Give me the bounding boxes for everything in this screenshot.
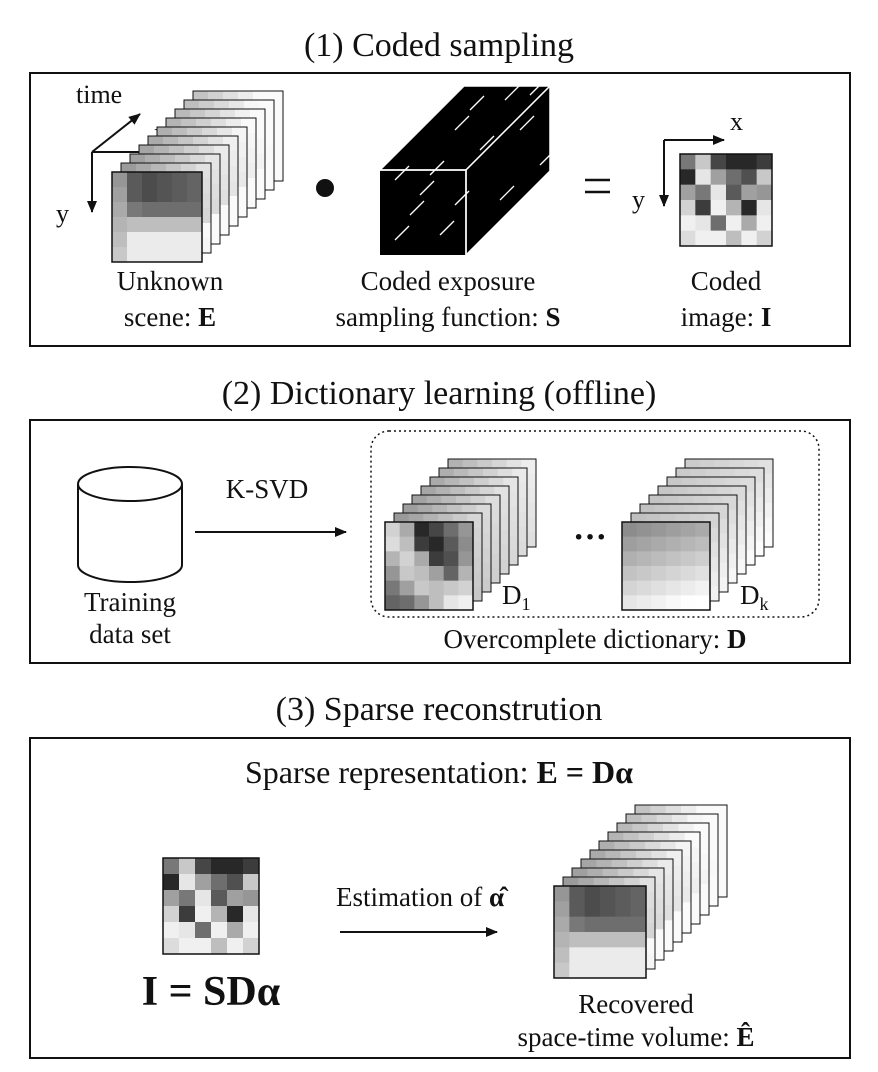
training-label-line1: Training xyxy=(84,587,176,617)
ksvd-label: K-SVD xyxy=(226,474,309,504)
dictionary-ellipsis: ··· xyxy=(573,519,607,556)
exposure-streak xyxy=(454,190,470,206)
section1-frame xyxy=(29,72,851,347)
atom-last-label: Dk xyxy=(740,580,769,614)
recovered-label-line2: space-time volume: Ê xyxy=(518,1022,755,1052)
image-label-line1: Coded xyxy=(691,266,762,296)
exposure-streak xyxy=(454,115,470,131)
coded-image-grid xyxy=(679,153,773,247)
measured-image-grid xyxy=(162,857,260,955)
exposure-streak xyxy=(479,135,495,151)
sparse-representation-label: Sparse representation: E = Dα xyxy=(245,754,633,790)
sampling-label-line1: Coded exposure xyxy=(361,266,536,296)
sampling-function-box xyxy=(378,80,555,257)
dictionary-atom-first xyxy=(384,458,537,611)
database-icon xyxy=(77,466,183,583)
unknown-scene-volume xyxy=(111,90,284,263)
measured-image-patch xyxy=(162,857,260,955)
recovered-front-frame xyxy=(553,885,647,979)
exposure-streak xyxy=(409,200,425,216)
exposure-streak xyxy=(429,160,445,176)
y-axis-label: y xyxy=(56,199,69,228)
exposure-streak xyxy=(499,185,515,201)
image-y-axis-label: y xyxy=(632,185,645,214)
exposure-streak xyxy=(419,180,435,196)
scene-label-line2: scene: E xyxy=(124,302,216,332)
exposure-streak xyxy=(519,115,535,131)
estimation-label: Estimation of α̂ xyxy=(336,882,509,912)
section1-title: (1) Coded sampling xyxy=(304,27,574,64)
exposure-streak xyxy=(394,225,410,241)
section2-frame xyxy=(29,419,851,664)
image-axes xyxy=(659,135,725,207)
section3-title: (3) Sparse reconstrution xyxy=(276,691,603,728)
coded-image-patch xyxy=(679,153,773,247)
section3-frame xyxy=(29,737,851,1059)
atom-last-front-frame xyxy=(621,521,711,611)
atom-first-label: D1 xyxy=(502,580,531,614)
recovered-volume xyxy=(553,804,728,979)
scene-label-line1: Unknown xyxy=(117,266,224,296)
exposure-streak xyxy=(394,165,410,181)
atom-first-front-frame xyxy=(384,521,474,611)
section2-title: (2) Dictionary learning (offline) xyxy=(222,375,657,412)
dictionary-label: Overcomplete dictionary: D xyxy=(444,624,747,654)
sampling-label-line2: sampling function: S xyxy=(335,302,560,332)
training-label-line2: data set xyxy=(89,619,171,649)
dictionary-box xyxy=(370,430,820,618)
exposure-streak xyxy=(529,80,545,96)
exposure-streak xyxy=(469,95,485,111)
dictionary-atom-last xyxy=(621,458,774,611)
recovered-label-line1: Recovered xyxy=(578,989,694,1019)
exposure-streak xyxy=(504,85,520,101)
image-x-axis-label: x xyxy=(730,107,743,136)
scene-front-frame xyxy=(111,171,203,263)
time-axis-label: time xyxy=(76,80,122,109)
exposure-streak xyxy=(539,150,555,166)
dot-operator xyxy=(316,179,334,197)
image-label-line2: image: I xyxy=(681,302,772,332)
equals-operator xyxy=(585,178,610,194)
measurement-equation: I = SDα xyxy=(142,969,281,1015)
exposure-streak xyxy=(439,220,455,236)
